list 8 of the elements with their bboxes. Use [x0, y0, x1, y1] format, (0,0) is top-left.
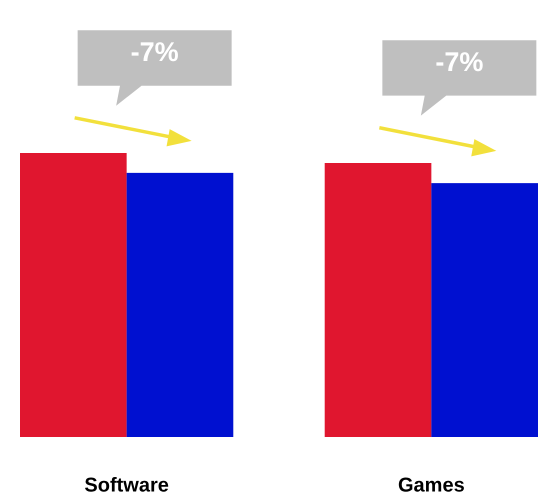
bar — [20, 153, 127, 437]
text: -7% — [435, 46, 484, 77]
bar — [126, 172, 234, 437]
bar — [431, 183, 538, 437]
x-tick-label: Software — [84, 474, 169, 496]
bar — [324, 162, 432, 437]
x-tick-label: Games — [398, 474, 465, 496]
text: -7% — [130, 37, 179, 67]
